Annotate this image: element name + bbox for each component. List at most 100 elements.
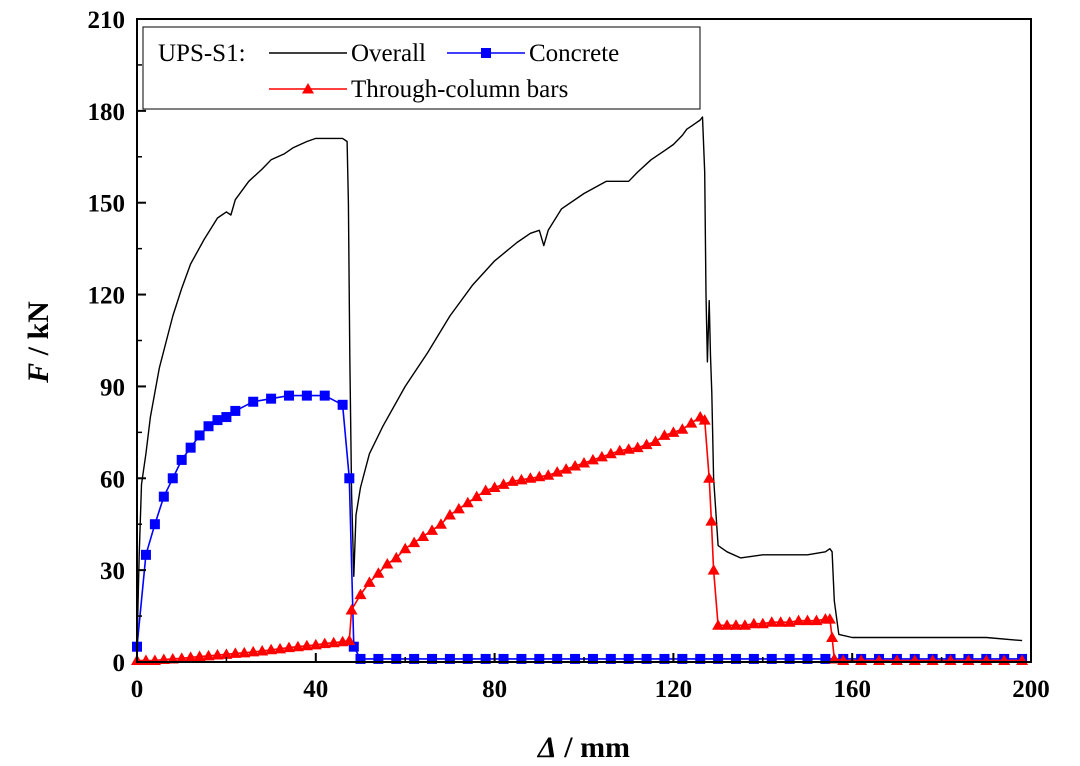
data-point-concrete xyxy=(498,653,509,664)
data-point-through-column-bars xyxy=(707,564,720,575)
data-point-through-column-bars xyxy=(318,637,331,649)
data-point-through-column-bars xyxy=(309,638,322,650)
y-axis-title: F / kN xyxy=(22,301,55,384)
data-point-through-column-bars xyxy=(533,470,546,482)
data-point-through-column-bars xyxy=(595,450,608,462)
series-line-overall xyxy=(136,116,1023,647)
data-point-concrete xyxy=(713,653,724,664)
data-point-concrete xyxy=(203,421,214,432)
data-point-concrete xyxy=(194,430,205,441)
data-point-through-column-bars xyxy=(372,567,385,578)
series-through-column-bars xyxy=(131,411,1029,665)
data-point-through-column-bars xyxy=(247,645,260,657)
series-concrete xyxy=(132,390,1028,664)
series-overall xyxy=(136,116,1023,647)
data-point-concrete xyxy=(355,653,366,664)
legend-box xyxy=(142,26,701,110)
data-point-through-column-bars xyxy=(801,614,814,626)
data-point-through-column-bars xyxy=(300,639,313,651)
x-tick-label: 200 xyxy=(1012,676,1050,703)
data-point-concrete xyxy=(534,653,545,664)
data-point-through-column-bars xyxy=(399,542,412,554)
data-point-concrete xyxy=(348,641,359,652)
data-point-concrete xyxy=(552,653,563,664)
legend-label: Through-column bars xyxy=(351,76,568,103)
data-point-through-column-bars xyxy=(698,414,711,425)
x-axis-symbol: Δ xyxy=(537,731,557,764)
y-tick-label: 210 xyxy=(88,7,126,34)
data-point-through-column-bars xyxy=(265,643,278,655)
data-point-concrete xyxy=(480,653,491,664)
legend-entry-overall: Overall xyxy=(269,40,426,67)
legend-entry-concrete: Concrete xyxy=(447,40,619,67)
data-point-through-column-bars xyxy=(166,652,179,664)
data-point-concrete xyxy=(641,653,652,664)
data-point-through-column-bars xyxy=(506,475,519,486)
data-point-through-column-bars xyxy=(810,614,823,626)
data-point-through-column-bars xyxy=(685,417,698,428)
data-point-through-column-bars xyxy=(184,651,197,662)
data-point-concrete xyxy=(149,519,160,530)
data-point-concrete xyxy=(221,412,232,423)
data-point-through-column-bars xyxy=(792,614,805,626)
data-point-through-column-bars xyxy=(613,444,626,456)
data-point-concrete xyxy=(766,653,777,664)
data-point-through-column-bars xyxy=(631,441,644,453)
legend-prefix: UPS-S1: xyxy=(158,40,246,67)
data-point-concrete xyxy=(167,473,178,484)
data-point-concrete xyxy=(176,454,187,465)
data-point-concrete xyxy=(587,653,598,664)
data-point-through-column-bars xyxy=(578,456,590,468)
data-point-through-column-bars xyxy=(256,644,269,656)
data-point-through-column-bars xyxy=(408,536,421,548)
x-tick-label: 120 xyxy=(655,676,693,703)
data-point-concrete xyxy=(283,390,294,401)
data-point-concrete xyxy=(605,653,616,664)
data-point-through-column-bars xyxy=(452,502,465,514)
data-point-through-column-bars xyxy=(202,649,215,661)
axis-titles: Δ / mm F / kN xyxy=(22,301,630,764)
data-point-through-column-bars xyxy=(676,423,689,434)
data-point-concrete xyxy=(248,396,259,407)
data-point-through-column-bars xyxy=(524,472,537,483)
x-tick-label: 80 xyxy=(482,676,507,703)
y-tick-label: 180 xyxy=(88,99,126,126)
y-tick-label: 0 xyxy=(113,650,126,677)
data-point-through-column-bars xyxy=(756,617,769,629)
series-line-concrete xyxy=(136,394,1023,660)
data-point-through-column-bars xyxy=(497,478,510,489)
data-point-concrete xyxy=(659,653,670,664)
y-tick-label: 60 xyxy=(100,466,125,493)
data-point-through-column-bars xyxy=(604,447,617,459)
axes-layer: 0 40 80 120 160 200 0 30 60 90 120 150 180 210 xyxy=(88,7,1050,703)
data-point-concrete xyxy=(444,653,455,664)
data-point-through-column-bars xyxy=(417,530,430,541)
data-point-concrete xyxy=(427,653,438,664)
data-point-through-column-bars xyxy=(640,438,653,450)
legend-entry-through-column-bars: Through-column bars xyxy=(269,76,568,103)
data-point-through-column-bars xyxy=(622,443,635,454)
data-point-through-column-bars xyxy=(560,463,573,474)
data-point-through-column-bars xyxy=(327,636,340,648)
data-point-through-column-bars xyxy=(649,435,662,447)
data-point-through-column-bars xyxy=(291,640,304,652)
legend-swatch-marker xyxy=(481,48,491,58)
plot-frame xyxy=(136,18,1032,663)
data-point-through-column-bars xyxy=(443,509,456,520)
data-point-through-column-bars xyxy=(721,619,734,630)
data-point-concrete xyxy=(623,653,634,664)
data-point-through-column-bars xyxy=(542,469,555,480)
data-point-concrete xyxy=(820,653,831,664)
data-point-through-column-bars xyxy=(426,524,439,535)
x-tick-label: 40 xyxy=(303,676,328,703)
legend-label: Overall xyxy=(351,40,426,67)
data-point-concrete xyxy=(337,399,348,410)
data-point-through-column-bars xyxy=(569,460,582,471)
data-point-concrete xyxy=(730,653,741,664)
data-point-through-column-bars xyxy=(765,616,778,627)
x-axis-title: Δ / mm xyxy=(537,731,630,764)
data-point-through-column-bars xyxy=(390,551,403,563)
data-point-through-column-bars xyxy=(479,484,492,496)
data-point-through-column-bars xyxy=(488,481,501,492)
